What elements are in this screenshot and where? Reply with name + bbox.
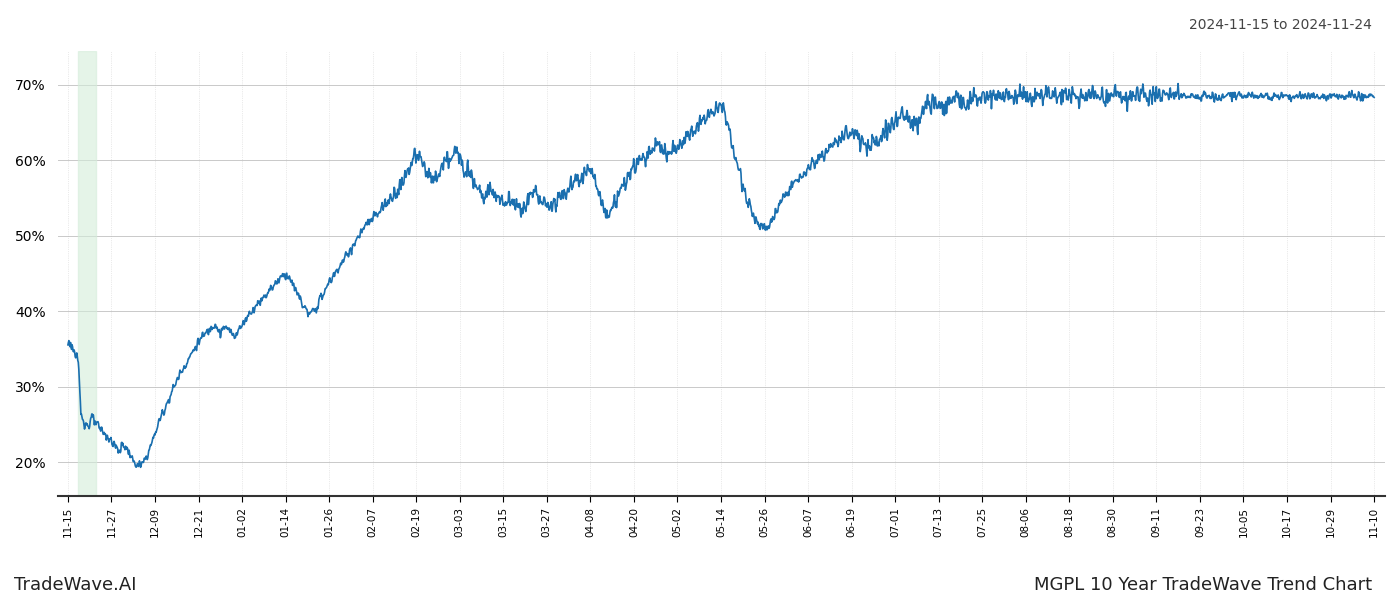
Text: TradeWave.AI: TradeWave.AI xyxy=(14,576,137,594)
Text: MGPL 10 Year TradeWave Trend Chart: MGPL 10 Year TradeWave Trend Chart xyxy=(1033,576,1372,594)
Text: 2024-11-15 to 2024-11-24: 2024-11-15 to 2024-11-24 xyxy=(1189,18,1372,32)
Bar xyxy=(78,51,97,496)
